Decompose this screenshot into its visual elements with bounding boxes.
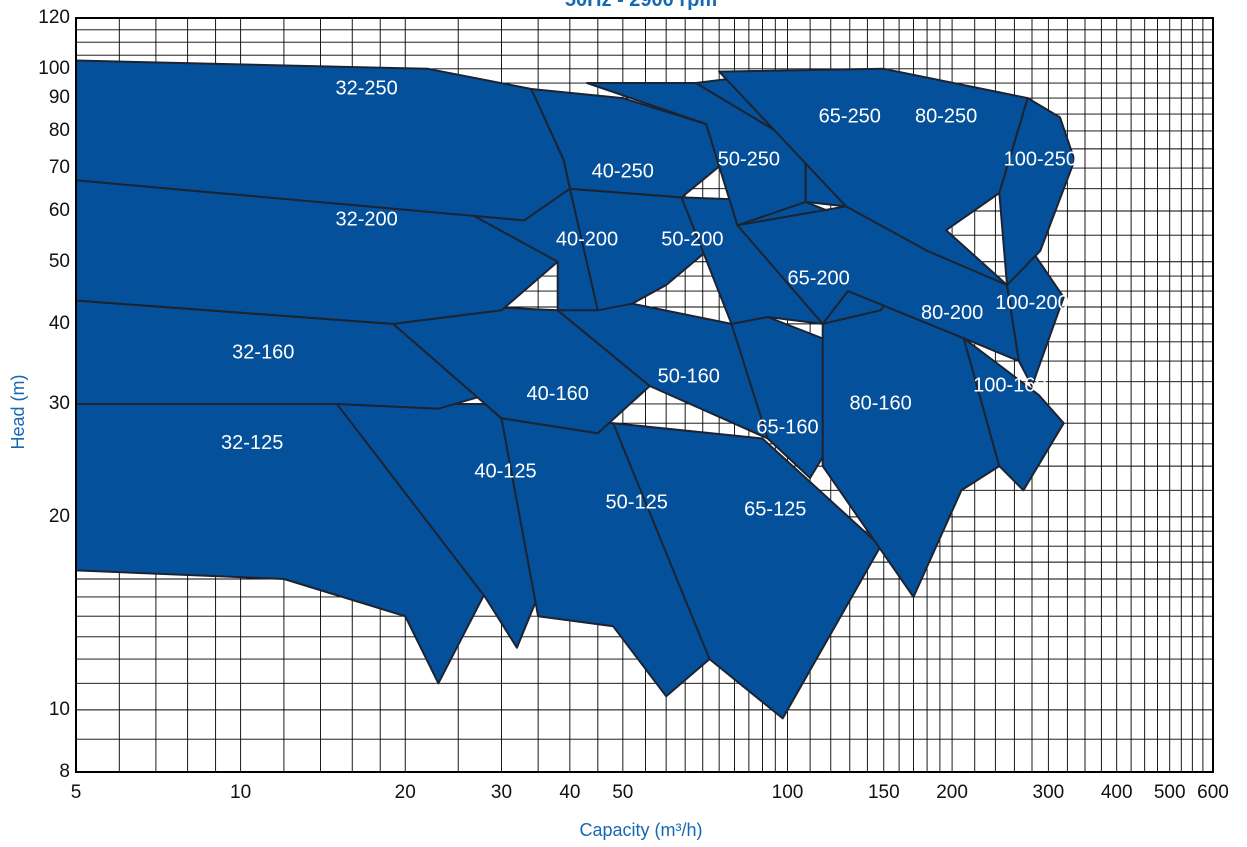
pump-label-50-250: 50-250 bbox=[718, 148, 780, 170]
y-tick-label: 60 bbox=[49, 200, 70, 221]
pump-region-100-250 bbox=[998, 97, 1076, 286]
x-tick-label: 10 bbox=[230, 782, 251, 803]
x-tick-label: 400 bbox=[1101, 782, 1133, 803]
pump-label-100-250: 100-250 bbox=[1004, 148, 1077, 170]
y-tick-label: 100 bbox=[38, 58, 70, 79]
x-tick-label: 300 bbox=[1033, 782, 1065, 803]
x-tick-label: 600 bbox=[1197, 782, 1229, 803]
pump-label-40-250: 40-250 bbox=[592, 160, 654, 182]
x-tick-label: 50 bbox=[612, 782, 633, 803]
pump-label-65-125: 65-125 bbox=[744, 498, 806, 520]
pump-label-40-160: 40-160 bbox=[527, 383, 589, 405]
y-tick-label: 80 bbox=[49, 120, 70, 141]
pump-region-labels: 32-125 40-125 50-125 65-125 32-160 40-160 50-1… bbox=[221, 77, 1077, 520]
pump-label-80-200: 80-200 bbox=[921, 302, 983, 324]
pump-label-65-160: 65-160 bbox=[756, 416, 818, 438]
pump-label-100-160: 100-160 bbox=[973, 374, 1046, 396]
y-tick-label: 50 bbox=[49, 251, 70, 272]
pump-label-100-200: 100-200 bbox=[995, 292, 1068, 314]
pump-region-65-125 bbox=[612, 422, 882, 720]
pump-label-50-200: 50-200 bbox=[661, 229, 723, 251]
x-tick-label: 200 bbox=[936, 782, 968, 803]
pump-label-32-125: 32-125 bbox=[221, 432, 283, 454]
y-tick-label: 8 bbox=[59, 761, 70, 782]
x-axis-ticks: 5 10 20 30 40 50 100 150 200 300 400 500 600 bbox=[71, 782, 1229, 803]
pump-label-32-160: 32-160 bbox=[232, 341, 294, 363]
y-tick-label: 10 bbox=[49, 699, 70, 720]
x-axis-label: Capacity (m³/h) bbox=[579, 820, 702, 840]
pump-label-80-160: 80-160 bbox=[849, 392, 911, 414]
pump-label-40-125: 40-125 bbox=[474, 460, 536, 482]
x-tick-label: 5 bbox=[71, 782, 82, 803]
pump-label-32-200: 32-200 bbox=[335, 209, 397, 231]
x-tick-label: 150 bbox=[868, 782, 900, 803]
x-tick-label: 500 bbox=[1154, 782, 1186, 803]
pump-region-40-250 bbox=[530, 88, 733, 199]
pump-region-100-160 bbox=[962, 337, 1065, 492]
y-axis-ticks: 8 10 20 30 40 50 60 70 80 90 100 120 bbox=[38, 7, 70, 782]
x-tick-label: 40 bbox=[559, 782, 580, 803]
y-tick-label: 40 bbox=[49, 313, 70, 334]
y-tick-label: 70 bbox=[49, 157, 70, 178]
x-tick-label: 30 bbox=[491, 782, 512, 803]
pump-label-32-250: 32-250 bbox=[335, 77, 397, 99]
chart-title: 50Hz - 2900 rpm bbox=[565, 0, 717, 11]
pump-label-65-250: 65-250 bbox=[819, 106, 881, 128]
plot-frame bbox=[75, 17, 1214, 773]
y-tick-label: 90 bbox=[49, 87, 70, 108]
pump-label-40-200: 40-200 bbox=[556, 229, 618, 251]
y-axis-label: Head (m) bbox=[8, 374, 28, 449]
y-tick-label: 20 bbox=[49, 506, 70, 527]
pump-label-80-250: 80-250 bbox=[915, 106, 977, 128]
pump-region-80-250 bbox=[718, 67, 1029, 286]
y-tick-label: 120 bbox=[38, 7, 70, 28]
y-tick-label: 30 bbox=[49, 393, 70, 414]
pump-regions bbox=[75, 59, 1076, 720]
pump-label-50-160: 50-160 bbox=[658, 366, 720, 388]
x-tick-label: 100 bbox=[772, 782, 804, 803]
pump-label-65-200: 65-200 bbox=[787, 267, 849, 289]
x-tick-label: 20 bbox=[395, 782, 416, 803]
pump-label-50-125: 50-125 bbox=[606, 492, 668, 514]
